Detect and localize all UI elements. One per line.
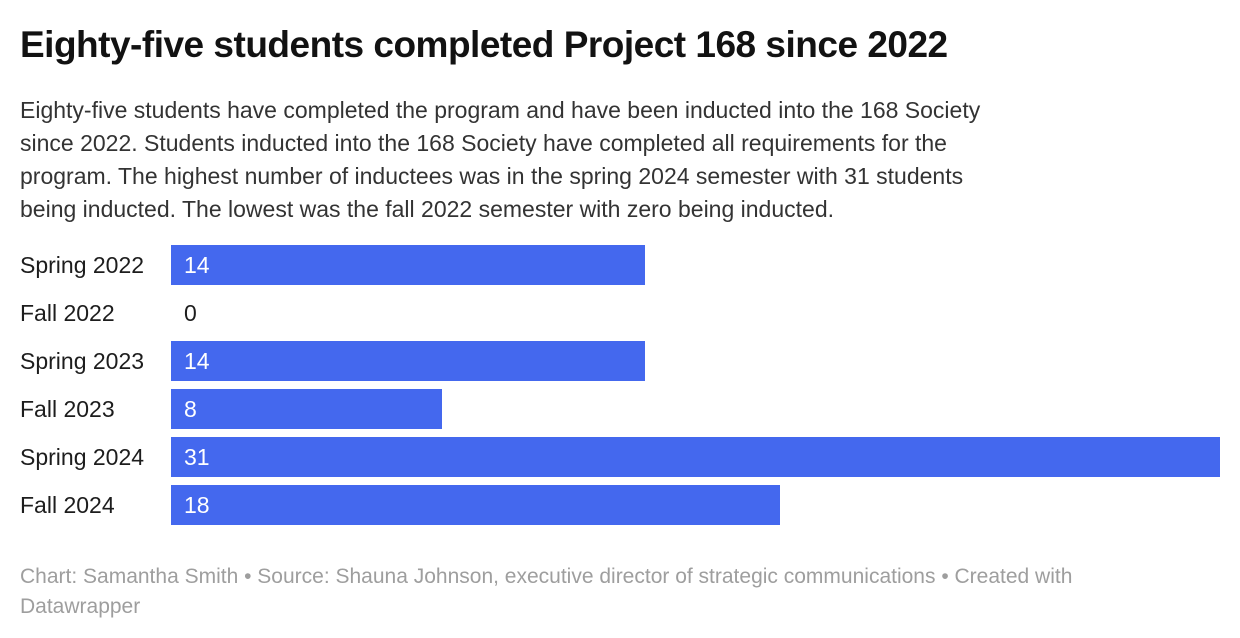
chart-description: Eighty-five students have completed the … bbox=[20, 94, 1220, 226]
bar-chart: Spring 2022 14 Fall 2022 0 Spring 2023 14 Fall… bbox=[20, 245, 1220, 525]
chart-card: Eighty-five students completed Project 1… bbox=[0, 24, 1240, 638]
chart-row: Spring 2024 31 bbox=[20, 437, 1220, 477]
description-line: Eighty-five students have completed the … bbox=[20, 97, 981, 123]
chart-row: Spring 2023 14 bbox=[20, 341, 1220, 381]
chart-row: Fall 2022 0 bbox=[20, 293, 1220, 333]
description-line: program. The highest number of inductees… bbox=[20, 163, 964, 189]
category-label: Spring 2023 bbox=[20, 347, 145, 374]
chart-row: Fall 2024 18 bbox=[20, 485, 1220, 525]
chart-footer-credit: Chart: Samantha Smith • Source: Shauna J… bbox=[20, 565, 1073, 618]
bar: 31 bbox=[171, 437, 1220, 477]
bar-value-label: 0 bbox=[184, 299, 197, 326]
chart-row: Spring 2022 14 bbox=[20, 245, 1220, 285]
chart-row: Fall 2023 8 bbox=[20, 389, 1220, 429]
bar: 14 bbox=[171, 341, 645, 381]
category-label: Fall 2022 bbox=[20, 299, 115, 326]
bar: 18 bbox=[171, 485, 781, 525]
category-label: Spring 2022 bbox=[20, 251, 145, 278]
bar-value-label: 14 bbox=[184, 251, 210, 278]
bar-value-label: 18 bbox=[184, 491, 210, 518]
bar-track: 0 bbox=[171, 293, 1220, 333]
page-title: Eighty-five students completed Project 1… bbox=[20, 24, 948, 65]
bar-track: 31 bbox=[171, 437, 1220, 477]
bar-track: 18 bbox=[171, 485, 1220, 525]
bar-track: 8 bbox=[171, 389, 1220, 429]
bar-value-label: 31 bbox=[184, 443, 210, 470]
bar: 14 bbox=[171, 245, 645, 285]
category-label: Fall 2023 bbox=[20, 395, 115, 422]
description-line: being inducted. The lowest was the fall … bbox=[20, 196, 835, 222]
bar-track: 14 bbox=[171, 245, 1220, 285]
description-line: since 2022. Students inducted into the 1… bbox=[20, 130, 947, 156]
bar-value-label: 14 bbox=[184, 347, 210, 374]
bar-value-label: 8 bbox=[184, 395, 197, 422]
bar: 8 bbox=[171, 389, 442, 429]
category-label: Fall 2024 bbox=[20, 491, 115, 518]
bar-track: 14 bbox=[171, 341, 1220, 381]
category-label: Spring 2024 bbox=[20, 443, 145, 470]
